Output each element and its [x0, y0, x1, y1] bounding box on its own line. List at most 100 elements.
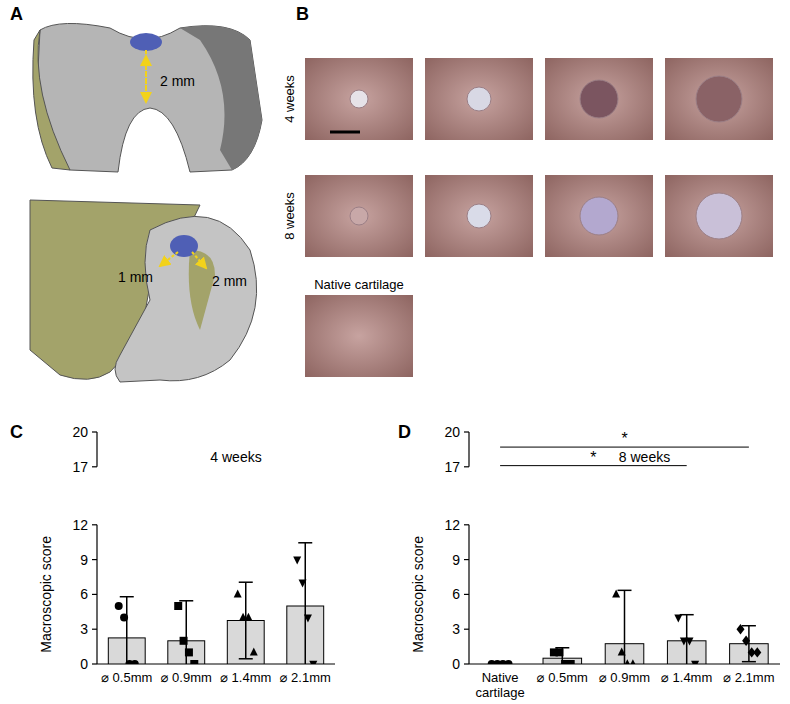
data-point [737, 624, 745, 634]
error-bar [742, 626, 756, 662]
photo [545, 175, 653, 257]
measure-arrow [145, 56, 147, 98]
error-cap [742, 661, 756, 663]
y-tick-label: 9 [80, 552, 88, 568]
y-tick [464, 466, 469, 467]
panel-label: B [296, 4, 309, 24]
data-point [504, 660, 512, 664]
x-tick-label: ⌀ 2.1mm [280, 670, 331, 685]
y-tick [92, 524, 97, 525]
y-tick-label: 17 [72, 459, 88, 475]
data-point [234, 590, 242, 598]
photo [305, 175, 413, 257]
x-tick-label: ⌀ 0.9mm [599, 670, 650, 685]
y-tick-label: 12 [72, 517, 88, 533]
data-point [174, 602, 182, 610]
condyle-side-view [115, 216, 257, 382]
error-bar [239, 582, 253, 659]
measure-arrow [160, 252, 178, 266]
error-bar [680, 615, 694, 664]
data-point [618, 648, 626, 656]
x-tick-label: ⌀ 0.9mm [161, 670, 212, 685]
y-tick-label: 3 [80, 621, 88, 637]
photo [665, 175, 773, 257]
figure: ABCD2 mm1 mm2 mm4 weeks8 weeksNative car… [0, 0, 790, 704]
y-tick-label: 6 [80, 586, 88, 602]
data-point [131, 660, 139, 664]
y-tick [464, 559, 469, 560]
photo [425, 175, 533, 257]
y-axis [468, 432, 469, 467]
error-cap [239, 581, 253, 583]
data-point [293, 556, 301, 564]
scale-bar [330, 131, 360, 134]
panel-label: C [10, 422, 23, 442]
defect [580, 197, 618, 235]
y-tick-label: 12 [444, 517, 460, 533]
data-point [674, 614, 682, 622]
y-tick [464, 663, 469, 664]
error-cap [120, 596, 134, 598]
error-cap [179, 600, 193, 602]
y-tick-label: 20 [444, 424, 460, 440]
defect [696, 193, 742, 239]
row-label: 4 weeks [282, 75, 297, 123]
data-point [250, 648, 258, 656]
defect [580, 80, 618, 118]
marks [108, 543, 323, 664]
data-point [629, 659, 637, 664]
row-label: 8 weeks [282, 192, 297, 240]
data-point [753, 647, 761, 657]
data-point [185, 648, 193, 656]
y-tick-label: 3 [452, 621, 460, 637]
y-tick-label: 9 [452, 552, 460, 568]
y-tick [464, 524, 469, 525]
data-point [190, 660, 198, 664]
data-point [180, 637, 188, 645]
notch [189, 250, 215, 330]
data-point [567, 660, 575, 664]
marks [488, 590, 768, 664]
data-point [244, 613, 252, 621]
y-tick [464, 629, 469, 630]
error-cap [555, 647, 569, 649]
y-axis [96, 432, 97, 467]
y-tick-label: 0 [80, 656, 88, 672]
label-line: cartilage [476, 685, 525, 700]
defect [696, 76, 742, 122]
femur-side [33, 30, 70, 170]
panel-label: D [398, 422, 411, 442]
data-point [623, 659, 631, 664]
x-tick-label: ⌀ 1.4mm [220, 670, 271, 685]
bar-chart: 0369121720Macroscopic score4 weeks⌀ 0.5m… [38, 424, 335, 685]
data-point [691, 661, 699, 664]
x-tick-label: ⌀ 1.4mm [661, 670, 712, 685]
diagram-label: 2 mm [212, 273, 247, 289]
condyle-shade [180, 26, 262, 170]
photo [665, 58, 773, 140]
error-bar [298, 543, 312, 664]
significance-mark: * [590, 449, 596, 466]
error-cap [742, 625, 756, 627]
defect [467, 87, 491, 111]
y-tick-label: 0 [452, 656, 460, 672]
y-tick [92, 431, 97, 432]
x-tick-label: Nativecartilage [476, 670, 525, 700]
significance-mark: * [621, 430, 627, 447]
data-point [742, 636, 750, 646]
chart-title: 8 weeks [619, 449, 670, 465]
data-point [115, 602, 123, 610]
diagram-label: 1 mm [118, 269, 153, 285]
error-bar [179, 601, 193, 664]
error-cap [298, 542, 312, 544]
y-tick-label: 6 [452, 586, 460, 602]
x-tick-label: ⌀ 0.5mm [101, 670, 152, 685]
data-point [309, 661, 317, 664]
error-stem [126, 597, 128, 664]
photos: 4 weeks 8 weeks Native cartilage [282, 58, 773, 377]
diagram-label: 2 mm [160, 73, 195, 89]
native-label: Native cartilage [314, 277, 404, 292]
defect-site [130, 33, 162, 51]
y-tick [464, 594, 469, 595]
x-tick-label: ⌀ 0.5mm [537, 670, 588, 685]
